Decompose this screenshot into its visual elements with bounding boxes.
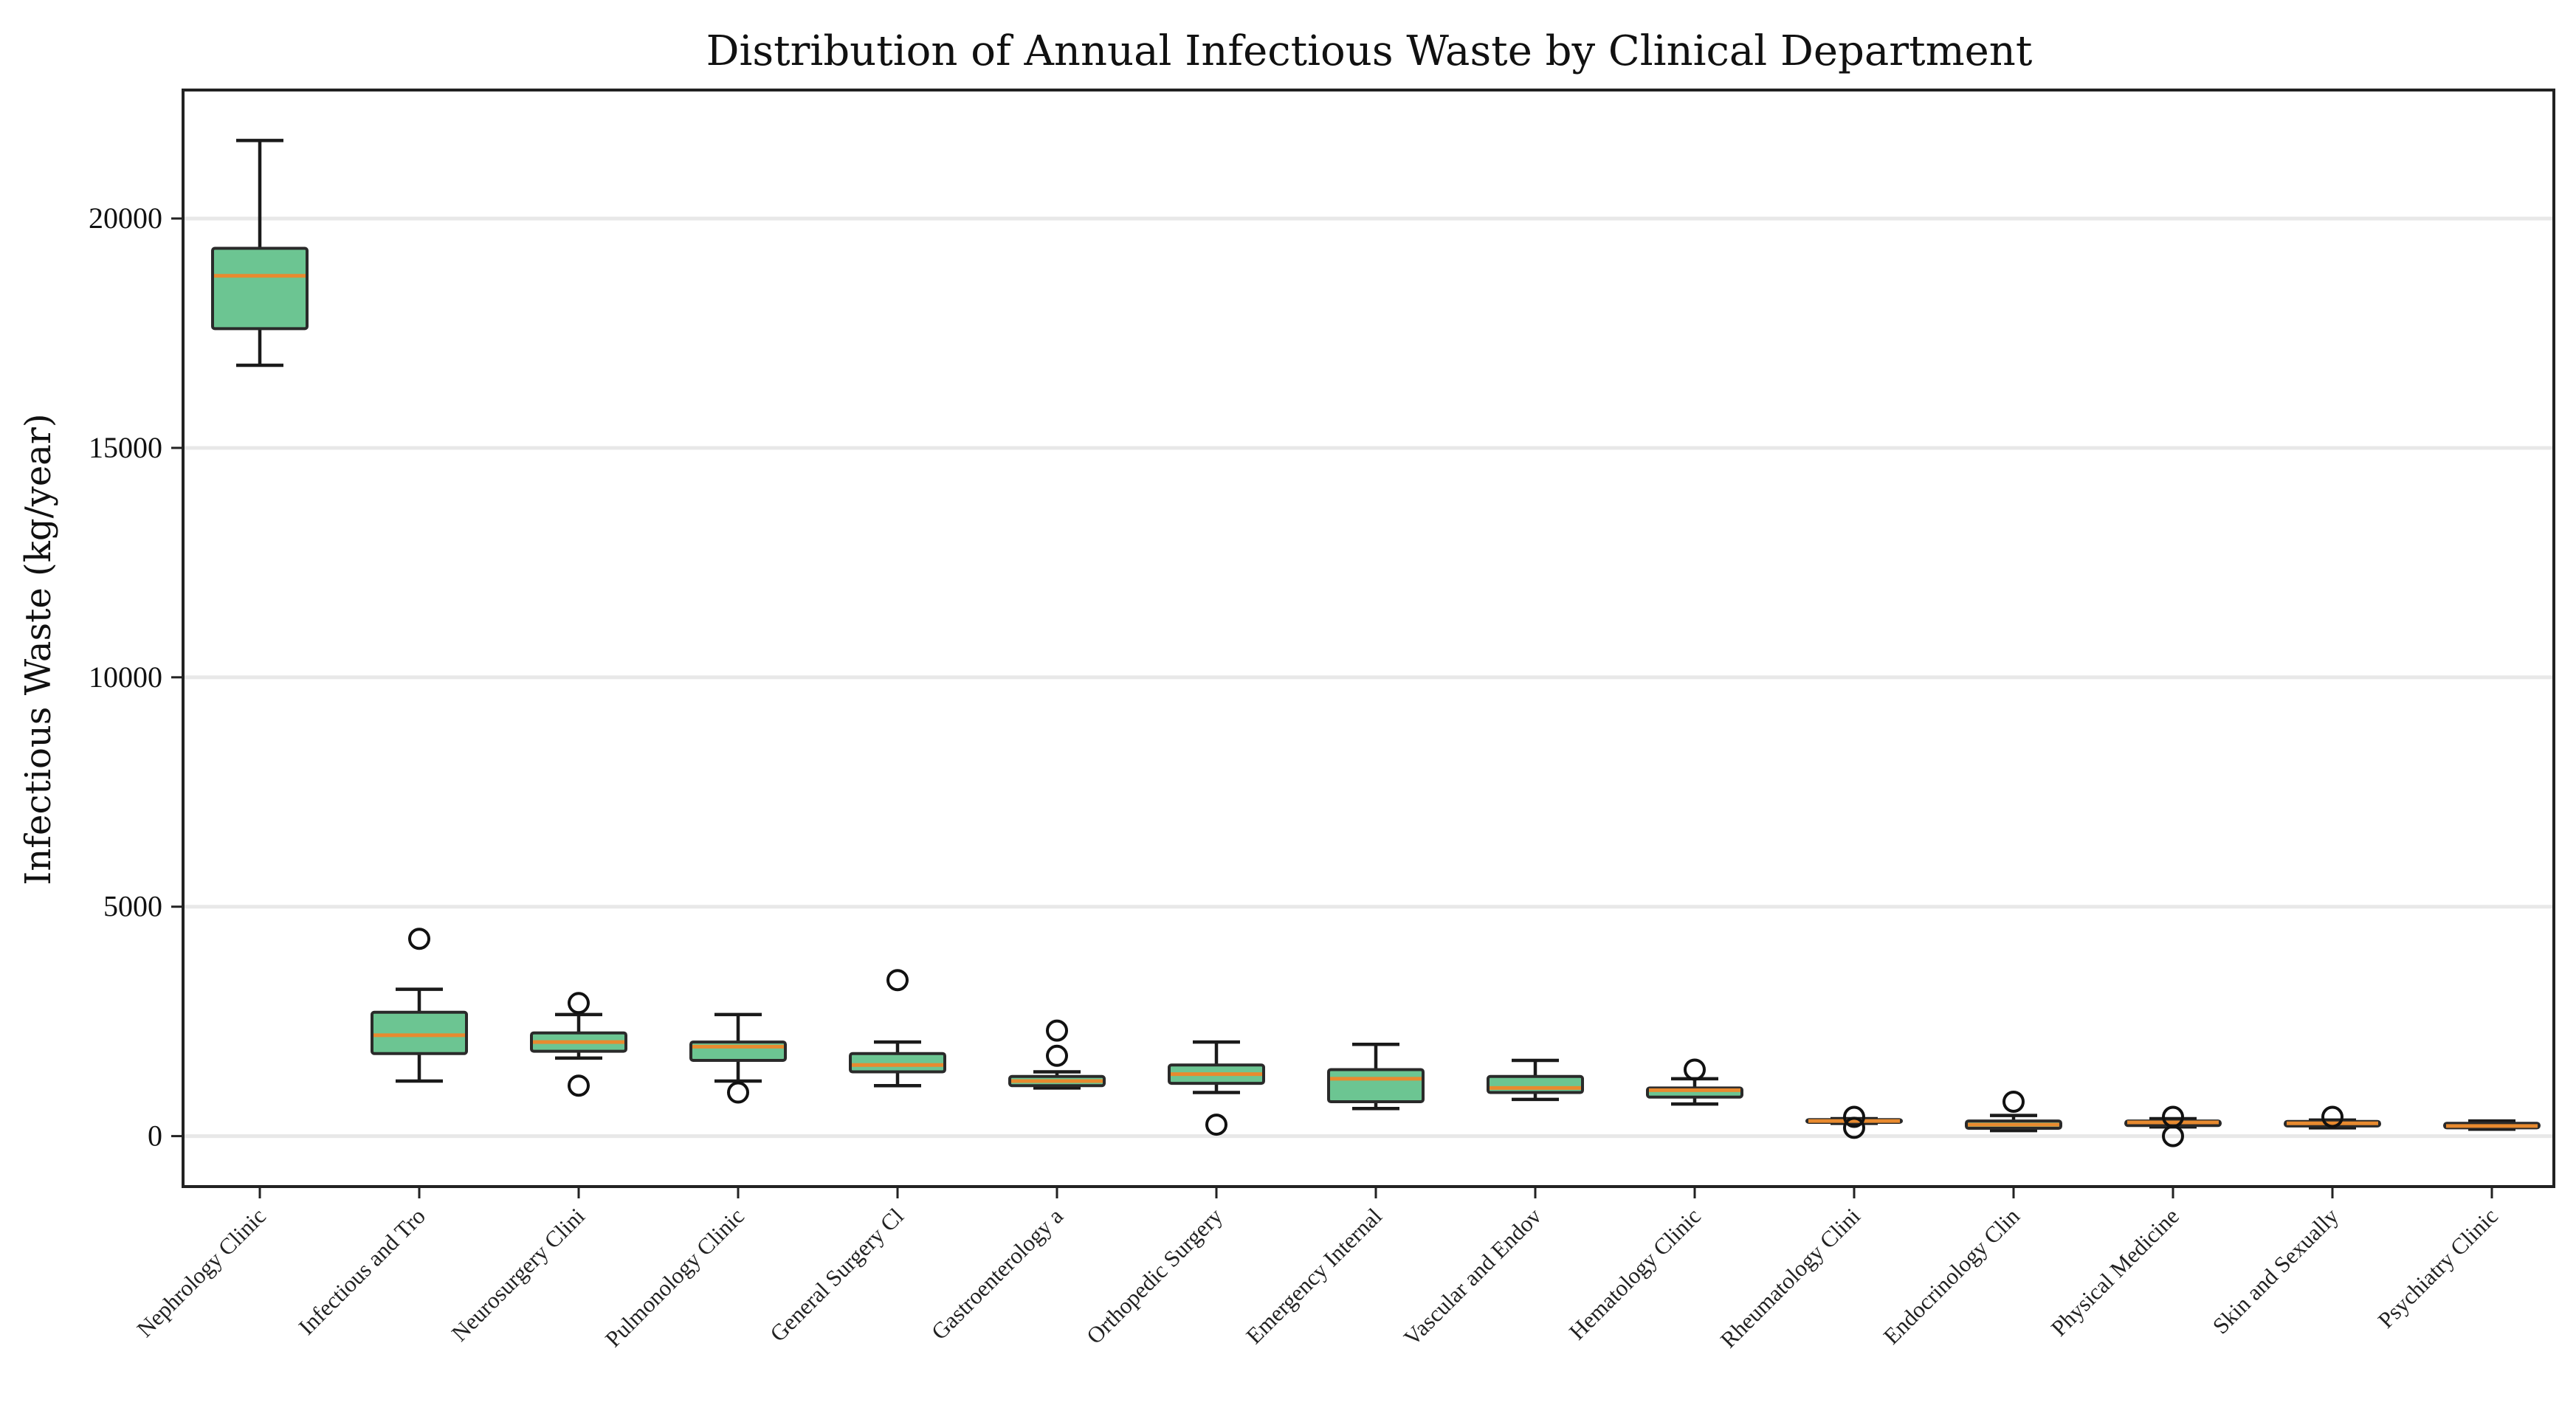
iqr-box (1327, 1068, 1425, 1103)
x-tick-label: Endocrinology Clin (1878, 1203, 2025, 1350)
x-tick-label: Physical Medicine (2046, 1203, 2184, 1341)
x-tick-label: Pulmonology Clinic (600, 1203, 749, 1352)
box-8 (1487, 1058, 1584, 1102)
x-tick-label: General Surgery Cl (765, 1203, 909, 1347)
iqr-box (1487, 1074, 1584, 1094)
box-11 (1965, 1090, 2062, 1133)
box-2 (530, 992, 627, 1097)
x-tick-label: Psychiatry Clinic (2373, 1203, 2503, 1333)
outlier-point (727, 1081, 749, 1104)
outlier-point (408, 928, 430, 950)
x-tick-label: Infectious and Tro (293, 1203, 430, 1339)
outlier-point (1046, 1044, 1068, 1067)
x-tick-label: Gastroenterology a (926, 1203, 1068, 1344)
box-12 (2124, 1105, 2222, 1147)
x-tick-label: Neurosurgery Clini (447, 1203, 590, 1346)
box-13 (2284, 1105, 2381, 1130)
x-tick-label: Emergency Internal (1241, 1203, 1387, 1349)
box-14 (2443, 1119, 2541, 1131)
x-tick-label: Rheumatology Clini (1715, 1203, 1865, 1353)
x-tick-label: Hematology Clinic (1564, 1203, 1706, 1344)
box-9 (1646, 1058, 1743, 1106)
box-1 (371, 928, 468, 1083)
box-6 (1168, 1040, 1265, 1136)
x-tick-label: Skin and Sexually (2208, 1203, 2344, 1339)
outlier-point (2162, 1125, 2184, 1147)
box-5 (1008, 1019, 1106, 1090)
x-axis-ticks: Nephrology Clinic Infectious and Tro Neuro… (131, 1187, 2503, 1353)
iqr-box (371, 1010, 468, 1055)
box-0 (211, 139, 309, 367)
iqr-box (211, 246, 309, 331)
outlier-point (886, 969, 909, 992)
outlier-point (568, 992, 590, 1015)
box-4 (849, 969, 946, 1088)
y-tick-label: 15000 (89, 431, 162, 464)
outlier-point (1205, 1114, 1227, 1136)
iqr-box (849, 1052, 946, 1074)
outlier-point (1843, 1105, 1865, 1128)
y-axis-label: Infectious Waste (kg/year) (18, 413, 59, 885)
grid-lines (183, 216, 2554, 1139)
x-tick-label: Orthopedic Surgery (1081, 1203, 1227, 1349)
outlier-point (1046, 1019, 1068, 1042)
plot-frame (182, 89, 2555, 1188)
y-tick-label: 10000 (89, 660, 162, 694)
box-series (211, 139, 2541, 1147)
x-tick-label: Nephrology Clinic (131, 1203, 271, 1342)
outlier-point (1843, 1116, 1865, 1139)
box-10 (1805, 1105, 1903, 1139)
chart-title: Distribution of Annual Infectious Waste … (706, 27, 2033, 75)
y-tick-label: 0 (148, 1119, 162, 1153)
x-tick-label: Vascular and Endov (1399, 1203, 1546, 1350)
outlier-point (1684, 1058, 1706, 1081)
outlier-point (568, 1074, 590, 1097)
y-tick-label: 5000 (103, 890, 162, 923)
outlier-point (2321, 1105, 2343, 1128)
y-tick-label: 20000 (89, 201, 162, 235)
box-7 (1327, 1043, 1425, 1111)
box-3 (689, 1012, 787, 1104)
outlier-point (2002, 1090, 2025, 1113)
y-axis-ticks: 0 5000 10000 15000 20000 (89, 201, 183, 1153)
